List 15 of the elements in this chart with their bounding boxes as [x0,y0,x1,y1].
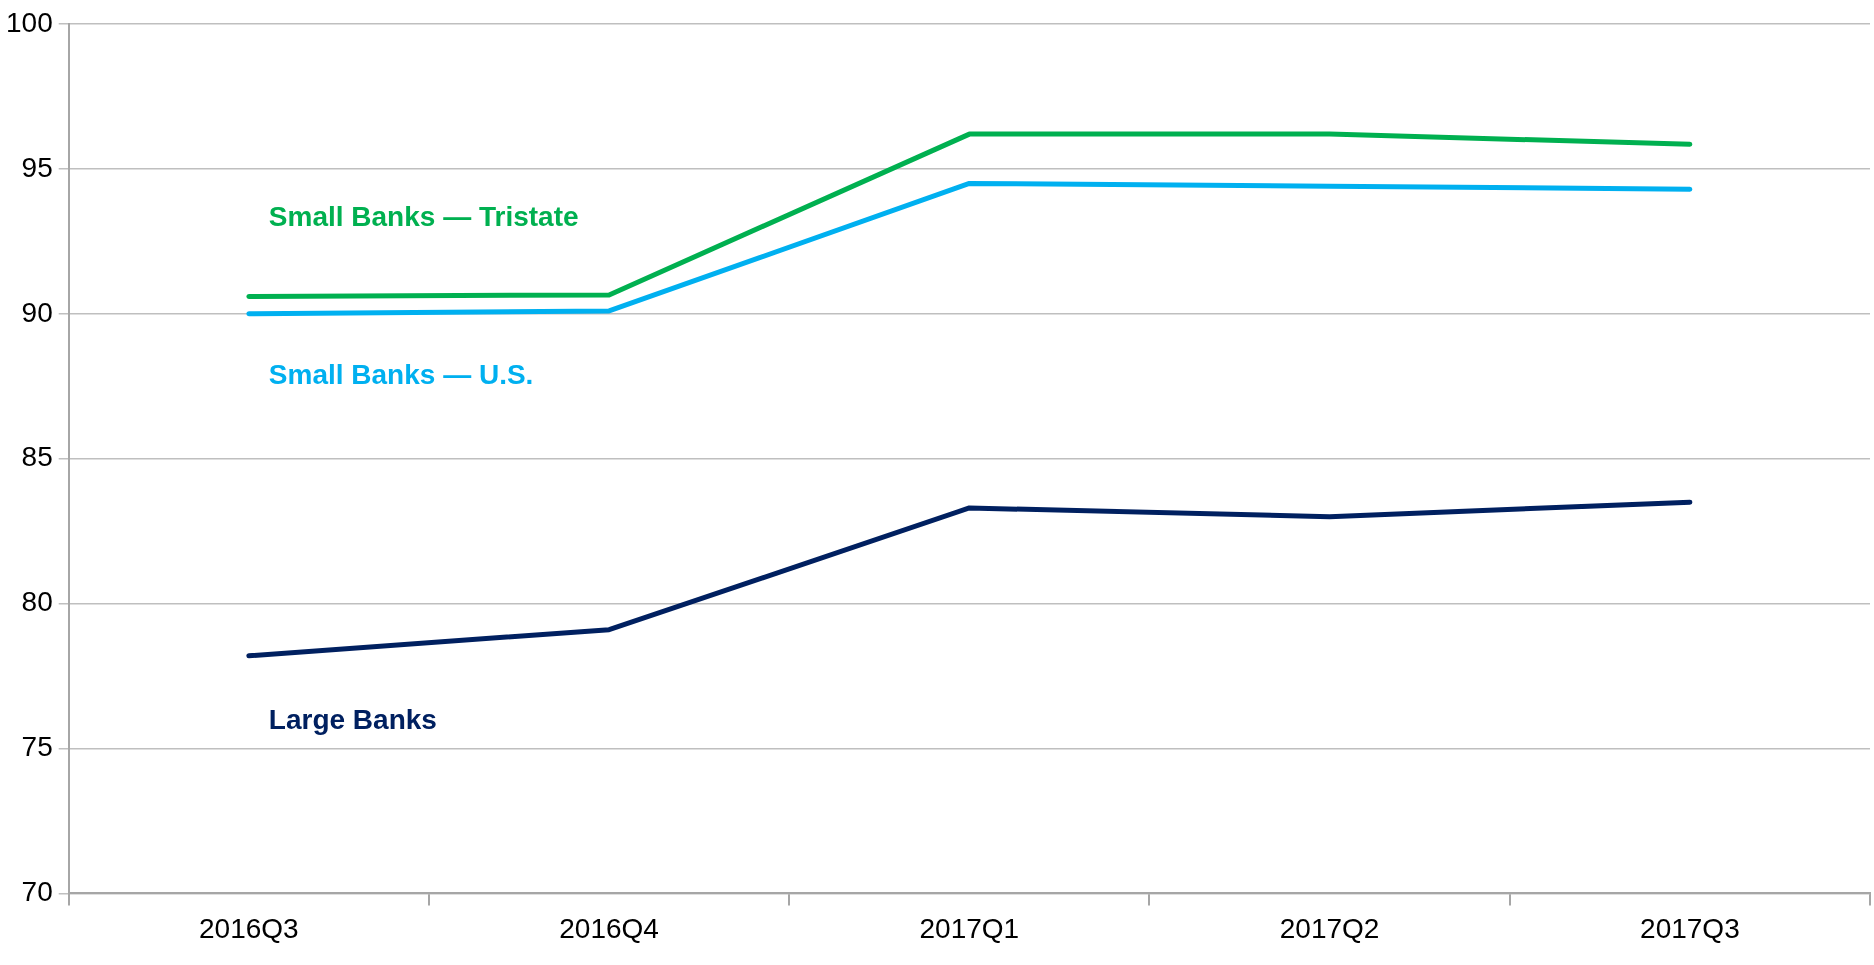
text: Small Banks — Tristate [268,201,579,233]
x-tick-label: 2017Q2 [1279,912,1380,944]
y-tick-label: 80 [21,586,53,618]
y-tick-label: 70 [21,876,53,908]
y-tick-label: 75 [21,731,53,763]
series-label: Large Banks [268,704,437,736]
series-label: Small Banks — U.S. [268,358,534,390]
x-tick-label: 2016Q4 [559,912,659,944]
x-tick-label: 2017Q3 [1640,912,1740,944]
y-tick-label: 95 [21,151,53,183]
y-tick-label: 100 [6,6,53,38]
y-tick-label: 85 [21,441,53,473]
x-tick-label: 2017Q1 [919,912,1020,944]
x-tick-label: 2016Q3 [199,912,299,944]
y-tick-label: 90 [21,296,53,328]
